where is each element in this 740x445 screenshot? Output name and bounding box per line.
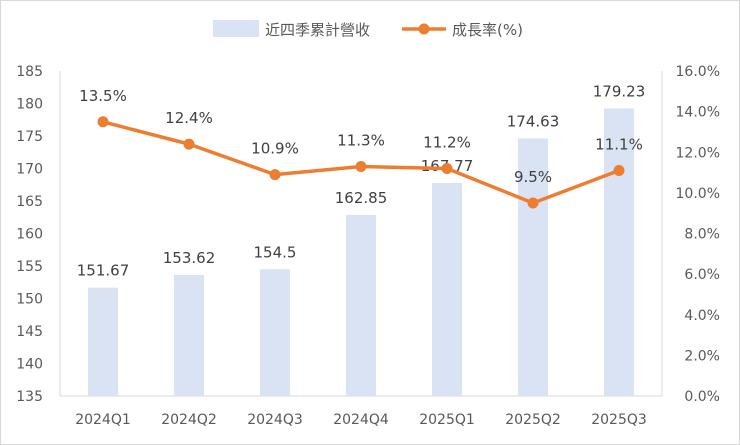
line-data-label: 12.4% xyxy=(165,109,213,127)
y-left-tick-label: 135 xyxy=(16,389,43,405)
bar-data-label: 179.23 xyxy=(593,83,646,101)
legend-marker-growth xyxy=(418,23,430,35)
bar-data-label: 151.67 xyxy=(77,262,130,280)
line-data-label: 9.5% xyxy=(514,168,552,186)
line-data-labels: 13.5% 12.4% 10.9% 11.3% 11.2% 9.5% 11.1% xyxy=(79,87,643,186)
y-right-tick-label: 0.0% xyxy=(684,389,720,405)
line-data-label: 10.9% xyxy=(251,140,299,158)
line-point xyxy=(97,116,109,128)
legend-swatch-revenue xyxy=(213,20,259,37)
y-right-tick-label: 14.0% xyxy=(676,105,720,121)
y-right-tick-label: 2.0% xyxy=(684,348,720,364)
line-point xyxy=(613,165,625,177)
line-point xyxy=(441,163,453,174)
x-tick-label: 2025Q3 xyxy=(591,412,647,428)
line-data-label: 11.3% xyxy=(337,131,385,149)
bar-series xyxy=(88,108,634,396)
y-right-tick-label: 6.0% xyxy=(684,267,720,283)
bar xyxy=(174,274,204,396)
bar xyxy=(88,287,118,396)
y-left-tick-label: 185 xyxy=(16,64,43,80)
y-left-tick-label: 160 xyxy=(16,227,43,243)
line-point xyxy=(355,160,367,172)
bar xyxy=(518,138,548,396)
axes: 135 140 145 150 155 160 165 170 175 180 185 0.0% 2.0… xyxy=(16,64,720,428)
line-data-label: 11.2% xyxy=(423,134,471,152)
x-tick-label: 2024Q4 xyxy=(333,412,389,428)
line-point xyxy=(527,197,539,209)
y-left-tick-label: 180 xyxy=(16,97,43,113)
line-point xyxy=(269,169,281,181)
y-left-tick-label: 170 xyxy=(16,162,43,178)
y-right-tick-label: 4.0% xyxy=(684,308,720,324)
x-tick-label: 2025Q2 xyxy=(505,412,561,428)
y-right-tick-label: 10.0% xyxy=(676,186,720,202)
line-data-label: 13.5% xyxy=(79,87,127,105)
bar-data-label: 153.62 xyxy=(163,249,216,267)
line-point xyxy=(183,138,195,150)
x-tick-label: 2024Q2 xyxy=(161,412,217,428)
bar xyxy=(260,269,290,396)
bar xyxy=(604,108,634,396)
x-tick-label: 2024Q3 xyxy=(247,412,303,428)
bar-data-label: 162.85 xyxy=(335,189,388,207)
bar xyxy=(432,182,462,396)
bar-data-label: 174.63 xyxy=(507,112,560,130)
line-data-label: 11.1% xyxy=(595,136,643,154)
y-right-tick-label: 8.0% xyxy=(684,227,720,243)
legend: 近四季累計營收 成長率(%) xyxy=(213,20,523,39)
y-left-tick-label: 145 xyxy=(16,324,43,340)
y-left-tick-label: 175 xyxy=(16,129,43,145)
y-right-tick-label: 16.0% xyxy=(676,64,720,80)
y-right-tick-label: 12.0% xyxy=(676,145,720,161)
bar-data-label: 154.5 xyxy=(254,243,297,261)
x-tick-label: 2025Q1 xyxy=(419,412,475,428)
x-tick-label: 2024Q1 xyxy=(75,412,131,428)
y-left-tick-label: 165 xyxy=(16,194,43,210)
bar xyxy=(346,214,376,396)
line-series xyxy=(97,116,625,209)
y-left-tick-label: 140 xyxy=(16,357,43,373)
legend-label-growth: 成長率(%) xyxy=(452,21,523,39)
y-left-tick-label: 150 xyxy=(16,292,43,308)
legend-label-revenue: 近四季累計營收 xyxy=(265,21,370,39)
y-left-tick-label: 155 xyxy=(16,259,43,275)
